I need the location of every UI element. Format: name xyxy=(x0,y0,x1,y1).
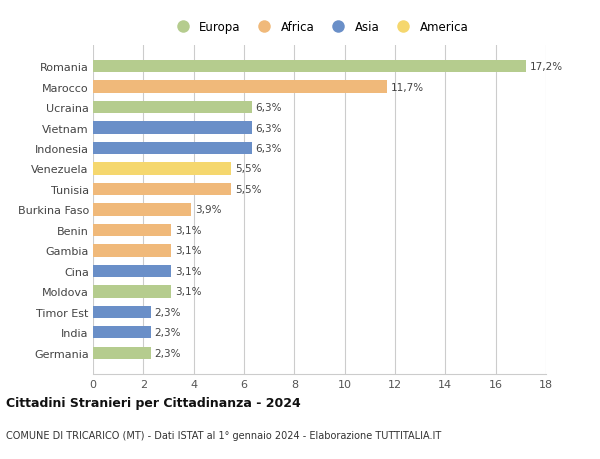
Text: 2,3%: 2,3% xyxy=(155,348,181,358)
Text: 3,1%: 3,1% xyxy=(175,266,201,276)
Text: 3,1%: 3,1% xyxy=(175,287,201,297)
Text: 3,9%: 3,9% xyxy=(195,205,221,215)
Bar xyxy=(93,245,171,257)
Bar xyxy=(93,265,171,277)
Text: 2,3%: 2,3% xyxy=(155,328,181,337)
Bar xyxy=(93,61,526,73)
Bar xyxy=(93,306,151,318)
Text: 17,2%: 17,2% xyxy=(530,62,563,72)
Text: 11,7%: 11,7% xyxy=(391,83,424,92)
Text: 6,3%: 6,3% xyxy=(256,144,282,154)
Bar xyxy=(93,224,171,236)
Text: 3,1%: 3,1% xyxy=(175,225,201,235)
Bar xyxy=(93,143,251,155)
Text: 5,5%: 5,5% xyxy=(235,185,262,195)
Text: 6,3%: 6,3% xyxy=(256,123,282,133)
Bar xyxy=(93,347,151,359)
Bar xyxy=(93,163,232,175)
Bar xyxy=(93,285,171,298)
Text: 3,1%: 3,1% xyxy=(175,246,201,256)
Text: 2,3%: 2,3% xyxy=(155,307,181,317)
Bar xyxy=(93,102,251,114)
Bar xyxy=(93,122,251,134)
Text: Cittadini Stranieri per Cittadinanza - 2024: Cittadini Stranieri per Cittadinanza - 2… xyxy=(6,396,301,409)
Bar xyxy=(93,184,232,196)
Bar xyxy=(93,204,191,216)
Bar xyxy=(93,81,388,94)
Bar xyxy=(93,326,151,339)
Text: 5,5%: 5,5% xyxy=(235,164,262,174)
Text: COMUNE DI TRICARICO (MT) - Dati ISTAT al 1° gennaio 2024 - Elaborazione TUTTITAL: COMUNE DI TRICARICO (MT) - Dati ISTAT al… xyxy=(6,431,441,440)
Legend: Europa, Africa, Asia, America: Europa, Africa, Asia, America xyxy=(169,19,470,37)
Text: 6,3%: 6,3% xyxy=(256,103,282,113)
